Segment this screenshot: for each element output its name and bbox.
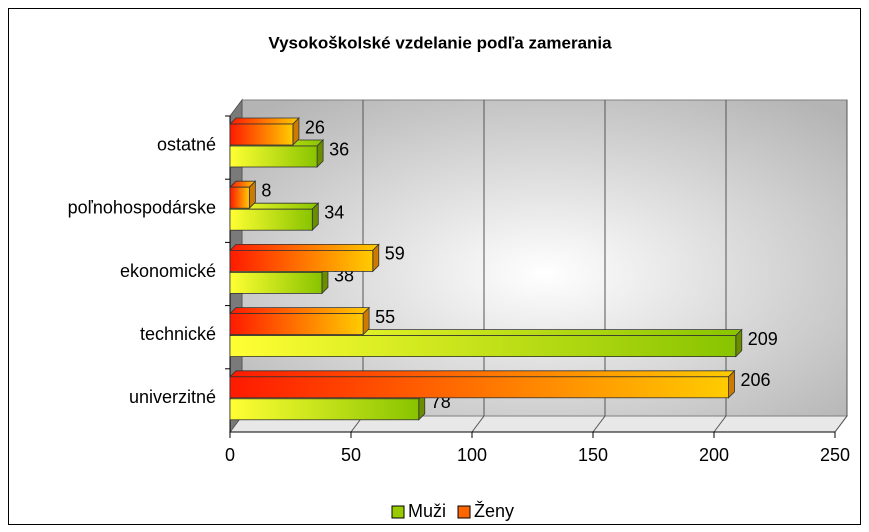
bar-group	[229, 306, 371, 336]
x-tick-label: 150	[578, 445, 608, 465]
x-tick-label: 200	[699, 445, 729, 465]
grid-line	[592, 415, 606, 433]
bar-group	[229, 180, 257, 210]
bar	[229, 249, 374, 272]
bar-top	[229, 243, 380, 251]
x-tick-label: 100	[457, 445, 487, 465]
data-label: 26	[305, 117, 325, 137]
bar	[229, 335, 737, 358]
bar-top	[229, 307, 371, 315]
legend-swatch	[391, 505, 405, 519]
bar-top	[229, 117, 300, 125]
legend-label: Ženy	[474, 501, 514, 521]
bar	[229, 123, 294, 146]
data-label: 8	[261, 180, 271, 200]
legend-label: Muži	[408, 501, 446, 521]
grid-line	[471, 415, 485, 433]
grid-line	[834, 415, 848, 433]
grid-line	[713, 415, 727, 433]
bar	[229, 208, 313, 231]
data-label: 55	[375, 307, 395, 327]
bar	[229, 145, 318, 168]
data-label: 59	[385, 244, 405, 264]
y-tick-label: univerzitné	[129, 387, 216, 407]
bar	[229, 313, 364, 336]
bar	[229, 376, 729, 399]
data-label: 34	[324, 202, 344, 222]
x-tick-label: 250	[820, 445, 850, 465]
data-label: 209	[748, 329, 778, 349]
bar	[229, 398, 420, 421]
bar	[229, 271, 323, 294]
bar-group	[229, 117, 300, 146]
y-tick-label: ekonomické	[120, 261, 216, 281]
chart-title: Vysokoškolské vzdelanie podľa zamerania	[268, 33, 612, 52]
bar-top	[229, 370, 736, 378]
bar	[229, 186, 250, 209]
y-tick-label: poľnohospodárske	[68, 198, 216, 218]
x-tick-label: 0	[225, 445, 235, 465]
legend-swatch	[457, 505, 471, 519]
data-label: 36	[329, 139, 349, 159]
bar-group	[229, 243, 380, 273]
y-tick-label: technické	[140, 324, 216, 344]
x-tick-label: 50	[341, 445, 361, 465]
y-tick-label: ostatné	[157, 134, 216, 154]
bar-group	[229, 369, 736, 399]
data-label: 206	[741, 370, 771, 390]
